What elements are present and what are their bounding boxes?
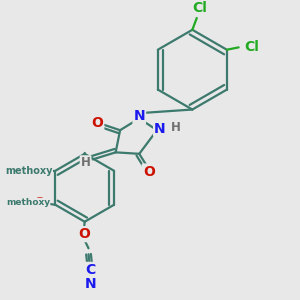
Text: methoxy: methoxy — [6, 198, 50, 207]
Text: O: O — [33, 196, 45, 210]
Text: O: O — [92, 116, 103, 130]
Text: N: N — [154, 122, 166, 136]
Text: Cl: Cl — [244, 40, 259, 54]
Text: H: H — [171, 121, 181, 134]
Text: O: O — [34, 164, 46, 178]
Text: N: N — [85, 277, 96, 291]
Text: N: N — [134, 109, 145, 123]
Text: O: O — [143, 164, 154, 178]
Text: Cl: Cl — [192, 1, 207, 15]
Text: O: O — [78, 227, 90, 241]
Text: H: H — [81, 156, 91, 169]
Text: C: C — [85, 263, 96, 277]
Text: methoxy: methoxy — [5, 166, 52, 176]
